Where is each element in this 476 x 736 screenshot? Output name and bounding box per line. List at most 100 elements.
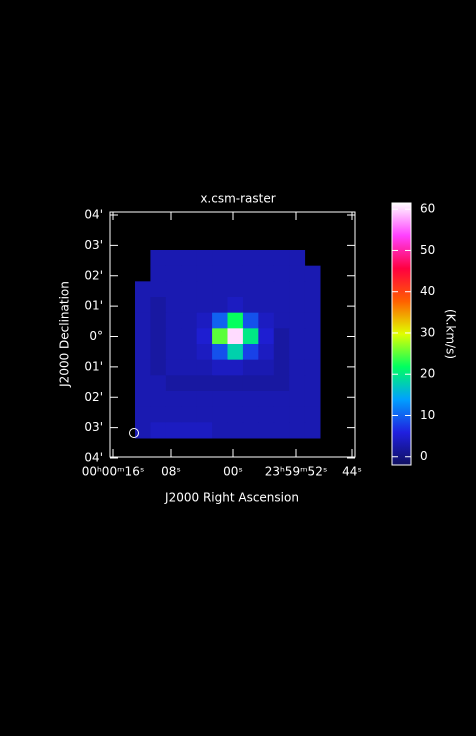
image-cell	[289, 297, 306, 314]
image-cell	[289, 422, 306, 439]
image-cell	[289, 391, 306, 408]
x-tick-label: 00ʰ00ᵐ16ˢ	[82, 465, 145, 479]
image-cell	[212, 391, 228, 408]
colorbar-tick-label: 0	[420, 449, 428, 463]
image-cell	[304, 265, 321, 282]
image-cell	[273, 312, 290, 329]
image-cell	[212, 375, 228, 392]
image-cell	[196, 297, 213, 314]
image-cell	[273, 391, 290, 408]
image-cell	[273, 375, 290, 392]
image-cell	[165, 359, 182, 376]
colorbar-tick-label: 40	[420, 284, 435, 298]
image-cell	[165, 344, 182, 361]
image-cell	[227, 328, 244, 345]
image-cell	[181, 375, 198, 392]
image-cell	[273, 359, 290, 376]
image-cell	[212, 281, 228, 298]
image-cell	[304, 391, 321, 408]
colorbar-tick-label: 20	[420, 367, 435, 381]
image-cell	[273, 406, 290, 423]
image-cell	[150, 391, 167, 408]
image-cell	[196, 406, 213, 423]
image-cell	[289, 406, 306, 423]
image-cell	[273, 297, 290, 314]
image-cell	[150, 359, 167, 376]
image-cell	[242, 312, 259, 329]
image-cell	[212, 250, 228, 267]
image-cell	[135, 328, 151, 345]
image-cell	[212, 265, 228, 282]
image-cell	[227, 422, 244, 439]
image-cell	[196, 265, 213, 282]
image-cell	[258, 406, 275, 423]
image-cell	[212, 312, 228, 329]
image-cell	[304, 328, 321, 345]
image-cell	[242, 375, 259, 392]
image-cell	[242, 265, 259, 282]
image-cell	[289, 359, 306, 376]
image-cell	[150, 250, 167, 267]
colorbar-label: (K.km/s)	[444, 309, 458, 359]
image-cell	[289, 328, 306, 345]
image-cell	[135, 422, 151, 439]
image-cell	[258, 312, 275, 329]
y-tick-label: 01'	[84, 299, 103, 313]
image-cell	[165, 312, 182, 329]
x-tick-label: 00ˢ	[223, 465, 243, 479]
y-tick-label: 0°	[89, 329, 103, 343]
image-cell	[165, 406, 182, 423]
image-cell	[196, 344, 213, 361]
image-cell	[242, 359, 259, 376]
image-cell	[273, 344, 290, 361]
image-cell	[150, 375, 167, 392]
colorbar-tick-label: 60	[420, 202, 435, 216]
colorbar-tick-label: 50	[420, 243, 435, 257]
image-cell	[165, 328, 182, 345]
image-cell	[135, 312, 151, 329]
image-cell	[273, 328, 290, 345]
image-cell	[212, 344, 228, 361]
image-cell	[196, 359, 213, 376]
image-cell	[258, 328, 275, 345]
image-cell	[289, 281, 306, 298]
image-cell	[165, 422, 182, 439]
image-cell	[304, 359, 321, 376]
image-cell	[150, 312, 167, 329]
image-cell	[242, 250, 259, 267]
image-cell	[273, 422, 290, 439]
chart-title: x.csm-raster	[200, 192, 275, 206]
image-cell	[181, 265, 198, 282]
y-tick-label: 01'	[84, 359, 103, 373]
image-cell	[181, 344, 198, 361]
image-cell	[181, 328, 198, 345]
image-cell	[242, 297, 259, 314]
image-cell	[212, 422, 228, 439]
x-tick-label: 23ʰ59ᵐ52ˢ	[265, 465, 328, 479]
image-cell	[258, 265, 275, 282]
image-cell	[289, 265, 306, 282]
image-cell	[150, 422, 167, 439]
y-tick-label: 04'	[84, 208, 103, 222]
colorbar	[391, 202, 412, 466]
image-cell	[135, 297, 151, 314]
image-cell	[181, 312, 198, 329]
image-cell	[181, 406, 198, 423]
image-cell	[227, 297, 244, 314]
image-cell	[181, 359, 198, 376]
image-cell	[181, 422, 198, 439]
image-cell	[212, 359, 228, 376]
image-cell	[227, 391, 244, 408]
image-cell	[289, 250, 306, 267]
image-cell	[227, 344, 244, 361]
image-cell	[150, 265, 167, 282]
colorbar-tick-label: 30	[420, 325, 435, 339]
image	[135, 250, 321, 439]
image-cell	[227, 406, 244, 423]
image-cell	[258, 344, 275, 361]
image-cell	[196, 328, 213, 345]
image-cell	[242, 422, 259, 439]
image-cell	[196, 250, 213, 267]
image-cell	[258, 281, 275, 298]
image-cell	[227, 375, 244, 392]
